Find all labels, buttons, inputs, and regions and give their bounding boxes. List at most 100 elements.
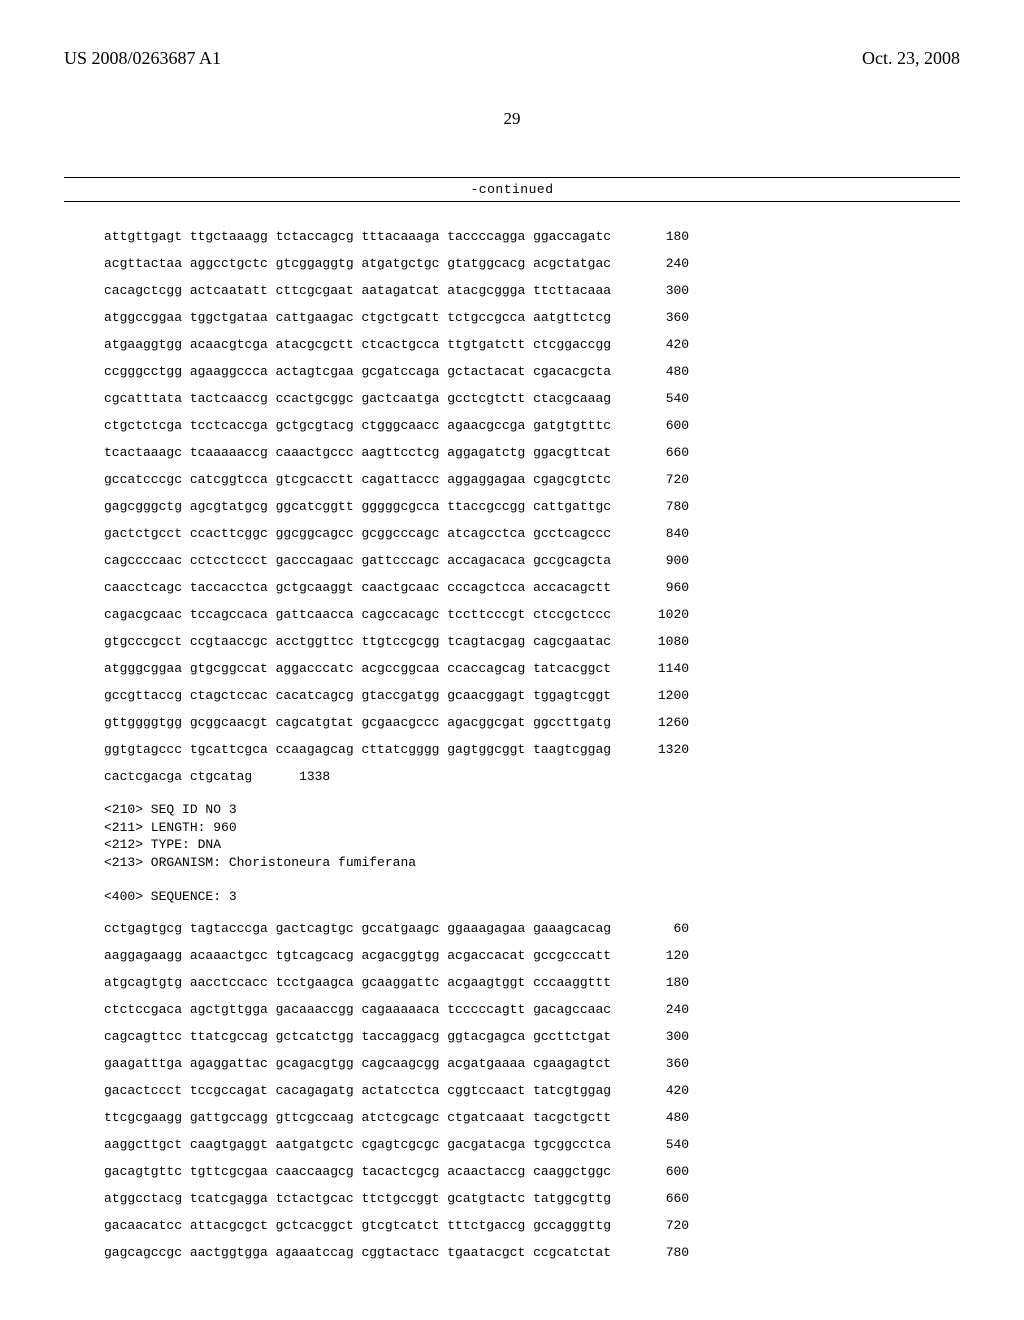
- sequence-row: cagcagttcc ttatcgccag gctcatctgg taccagg…: [104, 1030, 960, 1043]
- sequence-position: 1338: [270, 770, 330, 783]
- sequence-position: 420: [629, 338, 689, 351]
- sequence-row: gccatcccgc catcggtcca gtcgcacctt cagatta…: [104, 473, 960, 486]
- sequence-text: cagccccaac cctcctccct gacccagaac gattccc…: [104, 554, 611, 567]
- sequence-text: acgttactaa aggcctgctc gtcggaggtg atgatgc…: [104, 257, 611, 270]
- sequence-text: gactctgcct ccacttcggc ggcggcagcc gcggccc…: [104, 527, 611, 540]
- continued-divider: -continued: [64, 177, 960, 202]
- sequence-text: gagcgggctg agcgtatgcg ggcatcggtt gggggcg…: [104, 500, 611, 513]
- sequence-row: gtgcccgcct ccgtaaccgc acctggttcc ttgtccg…: [104, 635, 960, 648]
- sequence-row: gacaacatcc attacgcgct gctcacggct gtcgtca…: [104, 1219, 960, 1232]
- sequence-position: 300: [629, 1030, 689, 1043]
- sequence-row: atgcagtgtg aacctccacc tcctgaagca gcaagga…: [104, 976, 960, 989]
- sequence-text: cgcatttata tactcaaccg ccactgcggc gactcaa…: [104, 392, 611, 405]
- sequence-row: atggcctacg tcatcgagga tctactgcac ttctgcc…: [104, 1192, 960, 1205]
- sequence-position: 120: [629, 949, 689, 962]
- sequence-position: 1020: [629, 608, 689, 621]
- sequence-row: ttcgcgaagg gattgccagg gttcgccaag atctcgc…: [104, 1111, 960, 1124]
- sequence-position: 180: [629, 230, 689, 243]
- sequence-position: 300: [629, 284, 689, 297]
- sequence-row: cctgagtgcg tagtacccga gactcagtgc gccatga…: [104, 922, 960, 935]
- sequence-row: atgaaggtgg acaacgtcga atacgcgctt ctcactg…: [104, 338, 960, 351]
- sequence-text: gacagtgttc tgttcgcgaa caaccaagcg tacactc…: [104, 1165, 611, 1178]
- continued-label: -continued: [64, 182, 960, 197]
- sequence-text: aaggagaagg acaaactgcc tgtcagcacg acgacgg…: [104, 949, 611, 962]
- sequence-row: acgttactaa aggcctgctc gtcggaggtg atgatgc…: [104, 257, 960, 270]
- sequence-row: caacctcagc taccacctca gctgcaaggt caactgc…: [104, 581, 960, 594]
- sequence-metadata: <210> SEQ ID NO 3 <211> LENGTH: 960 <212…: [104, 801, 960, 871]
- page-number: 29: [64, 109, 960, 129]
- sequence-text: ttcgcgaagg gattgccagg gttcgccaag atctcgc…: [104, 1111, 611, 1124]
- sequence-text: ctctccgaca agctgttgga gacaaaccgg cagaaaa…: [104, 1003, 611, 1016]
- sequence-text: tcactaaagc tcaaaaaccg caaactgccc aagttcc…: [104, 446, 611, 459]
- sequence-position: 540: [629, 392, 689, 405]
- sequence-text: caacctcagc taccacctca gctgcaaggt caactgc…: [104, 581, 611, 594]
- sequence-position: 600: [629, 419, 689, 432]
- sequence-text: ggtgtagccc tgcattcgca ccaagagcag cttatcg…: [104, 743, 611, 756]
- sequence-row: attgttgagt ttgctaaagg tctaccagcg tttacaa…: [104, 230, 960, 243]
- sequence-row: ccgggcctgg agaaggccca actagtcgaa gcgatcc…: [104, 365, 960, 378]
- sequence-text: ccgggcctgg agaaggccca actagtcgaa gcgatcc…: [104, 365, 611, 378]
- sequence-position: 720: [629, 473, 689, 486]
- sequence-position: 180: [629, 976, 689, 989]
- sequence-position: 1140: [629, 662, 689, 675]
- sequence-row: tcactaaagc tcaaaaaccg caaactgccc aagttcc…: [104, 446, 960, 459]
- sequence-position: 600: [629, 1165, 689, 1178]
- sequence-position: 660: [629, 1192, 689, 1205]
- sequence-position: 480: [629, 1111, 689, 1124]
- sequence-row: aaggagaagg acaaactgcc tgtcagcacg acgacgg…: [104, 949, 960, 962]
- sequence-row: cactcgacga ctgcatag 1338: [104, 770, 960, 783]
- sequence-position: 240: [629, 1003, 689, 1016]
- sequence-text: atgcagtgtg aacctccacc tcctgaagca gcaagga…: [104, 976, 611, 989]
- sequence-text: gaagatttga agaggattac gcagacgtgg cagcaag…: [104, 1057, 611, 1070]
- sequence-text: gttggggtgg gcggcaacgt cagcatgtat gcgaacg…: [104, 716, 611, 729]
- sequence-position: 720: [629, 1219, 689, 1232]
- sequence-row: gaagatttga agaggattac gcagacgtgg cagcaag…: [104, 1057, 960, 1070]
- sequence-row: gactctgcct ccacttcggc ggcggcagcc gcggccc…: [104, 527, 960, 540]
- sequence-position: 360: [629, 311, 689, 324]
- sequence-text: gagcagccgc aactggtgga agaaatccag cggtact…: [104, 1246, 611, 1259]
- sequence-row: cacagctcgg actcaatatt cttcgcgaat aatagat…: [104, 284, 960, 297]
- sequence-row: ctctccgaca agctgttgga gacaaaccgg cagaaaa…: [104, 1003, 960, 1016]
- sequence-text: attgttgagt ttgctaaagg tctaccagcg tttacaa…: [104, 230, 611, 243]
- sequence-text: cagacgcaac tccagccaca gattcaacca cagccac…: [104, 608, 611, 621]
- sequence-text: ctgctctcga tcctcaccga gctgcgtacg ctgggca…: [104, 419, 611, 432]
- sequence-position: 900: [629, 554, 689, 567]
- sequence-listing-2: cctgagtgcg tagtacccga gactcagtgc gccatga…: [104, 922, 960, 1259]
- sequence-position: 480: [629, 365, 689, 378]
- sequence-row: gagcgggctg agcgtatgcg ggcatcggtt gggggcg…: [104, 500, 960, 513]
- sequence-position: 360: [629, 1057, 689, 1070]
- sequence-position: 240: [629, 257, 689, 270]
- sequence-text: aaggcttgct caagtgaggt aatgatgctc cgagtcg…: [104, 1138, 611, 1151]
- sequence-position: 780: [629, 1246, 689, 1259]
- sequence-position: 1320: [629, 743, 689, 756]
- sequence-position: 660: [629, 446, 689, 459]
- sequence-row: aaggcttgct caagtgaggt aatgatgctc cgagtcg…: [104, 1138, 960, 1151]
- sequence-position: 960: [629, 581, 689, 594]
- sequence-row: gacagtgttc tgttcgcgaa caaccaagcg tacactc…: [104, 1165, 960, 1178]
- sequence-text: gacactccct tccgccagat cacagagatg actatcc…: [104, 1084, 611, 1097]
- sequence-row: gttggggtgg gcggcaacgt cagcatgtat gcgaacg…: [104, 716, 960, 729]
- sequence-position: 540: [629, 1138, 689, 1151]
- sequence-text: atggccggaa tggctgataa cattgaagac ctgctgc…: [104, 311, 611, 324]
- sequence-listing-1: attgttgagt ttgctaaagg tctaccagcg tttacaa…: [104, 230, 960, 783]
- sequence-text: atgggcggaa gtgcggccat aggacccatc acgccgg…: [104, 662, 611, 675]
- sequence-row: atggccggaa tggctgataa cattgaagac ctgctgc…: [104, 311, 960, 324]
- sequence-position: 60: [629, 922, 689, 935]
- sequence-row: gagcagccgc aactggtgga agaaatccag cggtact…: [104, 1246, 960, 1259]
- sequence-text: cctgagtgcg tagtacccga gactcagtgc gccatga…: [104, 922, 611, 935]
- sequence-row: gacactccct tccgccagat cacagagatg actatcc…: [104, 1084, 960, 1097]
- publication-number: US 2008/0263687 A1: [64, 48, 221, 69]
- sequence-text: cactcgacga ctgcatag: [104, 770, 252, 783]
- sequence-row: ctgctctcga tcctcaccga gctgcgtacg ctgggca…: [104, 419, 960, 432]
- sequence-position: 1200: [629, 689, 689, 702]
- sequence-row: ggtgtagccc tgcattcgca ccaagagcag cttatcg…: [104, 743, 960, 756]
- sequence-position: 1260: [629, 716, 689, 729]
- sequence-row: cagacgcaac tccagccaca gattcaacca cagccac…: [104, 608, 960, 621]
- sequence-text: cagcagttcc ttatcgccag gctcatctgg taccagg…: [104, 1030, 611, 1043]
- sequence-row: atgggcggaa gtgcggccat aggacccatc acgccgg…: [104, 662, 960, 675]
- sequence-row: cgcatttata tactcaaccg ccactgcggc gactcaa…: [104, 392, 960, 405]
- sequence-text: gacaacatcc attacgcgct gctcacggct gtcgtca…: [104, 1219, 611, 1232]
- sequence-row: gccgttaccg ctagctccac cacatcagcg gtaccga…: [104, 689, 960, 702]
- sequence-position: 1080: [629, 635, 689, 648]
- sequence-row: cagccccaac cctcctccct gacccagaac gattccc…: [104, 554, 960, 567]
